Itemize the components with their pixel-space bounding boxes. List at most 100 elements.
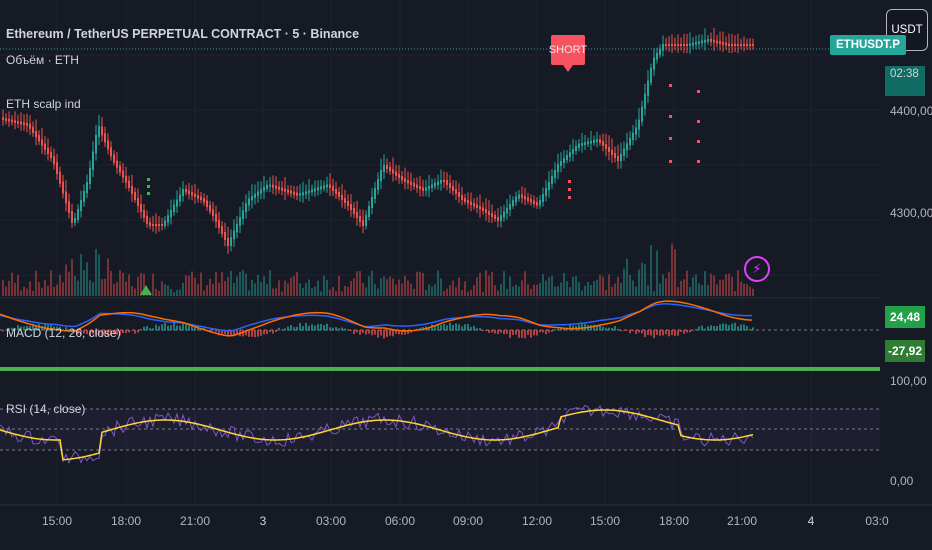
- candle-body: [254, 193, 256, 198]
- volume-bar: [746, 284, 748, 296]
- macd-histogram-bar: [629, 330, 631, 334]
- volume-bar: [155, 288, 157, 296]
- currency-button[interactable]: USDT: [886, 9, 928, 51]
- volume-bar: [353, 278, 355, 296]
- candle-body: [557, 164, 559, 172]
- volume-bar: [515, 284, 517, 296]
- candle-body: [248, 198, 250, 206]
- volume-bar: [422, 272, 424, 296]
- volume-bar: [689, 286, 691, 296]
- macd-histogram-bar: [743, 324, 745, 331]
- volume-bar: [620, 282, 622, 296]
- candle-body: [74, 218, 76, 223]
- candle-body: [533, 200, 535, 204]
- candle-body: [152, 224, 154, 226]
- indicator-legend[interactable]: ETH scalp ind: [6, 97, 81, 111]
- volume-bar: [617, 276, 619, 296]
- macd-histogram-bar: [215, 330, 217, 332]
- rsi-legend[interactable]: RSI (14, close): [6, 402, 86, 416]
- macd-histogram-bar: [704, 328, 706, 331]
- candle-body: [629, 138, 631, 146]
- candle-body: [458, 192, 460, 197]
- macd-histogram-bar: [551, 330, 553, 332]
- volume-bar: [506, 288, 508, 296]
- candle-body: [239, 217, 241, 226]
- sell-dot: [669, 137, 672, 140]
- volume-bar: [716, 284, 718, 296]
- macd-histogram-bar: [620, 330, 622, 332]
- candle-body: [575, 146, 577, 151]
- macd-histogram-bar: [194, 326, 196, 331]
- volume-bar: [641, 262, 643, 296]
- macd-histogram-bar: [707, 326, 709, 331]
- candle-body: [656, 53, 658, 60]
- macd-histogram-bar: [488, 330, 490, 333]
- candle-body: [212, 209, 214, 216]
- macd-histogram-bar: [701, 325, 703, 331]
- volume-bar: [236, 276, 238, 296]
- volume-bar: [116, 282, 118, 296]
- macd-legend[interactable]: MACD (12, 26, close): [6, 326, 121, 340]
- volume-bar: [275, 288, 277, 296]
- macd-histogram-bar: [14, 328, 16, 331]
- candle-body: [719, 41, 721, 44]
- volume-bar: [41, 287, 43, 296]
- macd-histogram-bar: [626, 330, 628, 331]
- macd-histogram-bar: [134, 330, 136, 334]
- candle-body: [689, 43, 691, 46]
- candle-body: [578, 143, 580, 148]
- candle-body: [749, 44, 751, 46]
- volume-bar: [524, 271, 526, 296]
- volume-bar: [329, 289, 331, 296]
- lightning-icon[interactable]: ⚡: [744, 256, 770, 282]
- macd-histogram-bar: [110, 330, 112, 336]
- candle-body: [659, 48, 661, 55]
- volume-legend[interactable]: Объём · ETH: [6, 53, 79, 67]
- candle-body: [545, 188, 547, 196]
- candle-body: [287, 189, 289, 193]
- volume-bar: [221, 272, 223, 296]
- macd-histogram-bar: [80, 330, 82, 335]
- macd-histogram-bar: [59, 326, 61, 331]
- macd-histogram-bar: [35, 324, 37, 331]
- candle-body: [386, 164, 388, 169]
- candle-body: [650, 67, 652, 83]
- candle-body: [182, 189, 184, 197]
- buy-dot: [147, 192, 150, 195]
- macd-histogram-bar: [50, 323, 52, 331]
- candle-body: [272, 184, 274, 188]
- macd-histogram-bar: [407, 330, 409, 334]
- volume-bar: [563, 272, 565, 296]
- macd-histogram-bar: [746, 325, 748, 331]
- macd-histogram-bar: [677, 330, 679, 336]
- candle-body: [626, 143, 628, 151]
- macd-histogram-bar: [569, 324, 571, 331]
- candle-body: [734, 44, 736, 46]
- volume-bar: [314, 286, 316, 296]
- volume-bar: [305, 282, 307, 296]
- macd-histogram-bar: [350, 330, 352, 331]
- volume-bar: [143, 273, 145, 296]
- candle-body: [488, 211, 490, 215]
- candle-body: [434, 183, 436, 187]
- short-signal-label[interactable]: SHORT: [549, 35, 587, 65]
- volume-bar: [167, 285, 169, 296]
- macd-histogram-bar: [95, 330, 97, 336]
- volume-bar: [704, 271, 706, 296]
- volume-bar: [179, 289, 181, 296]
- macd-histogram-bar: [365, 330, 367, 335]
- volume-bar: [536, 284, 538, 296]
- candle-body: [524, 196, 526, 200]
- candle-body: [353, 208, 355, 214]
- volume-bar: [446, 288, 448, 296]
- macd-histogram-bar: [674, 330, 676, 336]
- volume-bar: [47, 285, 49, 296]
- candle-body: [50, 152, 52, 159]
- volume-bar: [656, 250, 658, 296]
- macd-histogram-bar: [152, 328, 154, 331]
- macd-histogram-bar: [449, 322, 451, 331]
- symbol-title[interactable]: Ethereum / TetherUS PERPETUAL CONTRACT ·…: [6, 27, 360, 41]
- macd-histogram-bar: [749, 328, 751, 331]
- volume-bar: [719, 279, 721, 296]
